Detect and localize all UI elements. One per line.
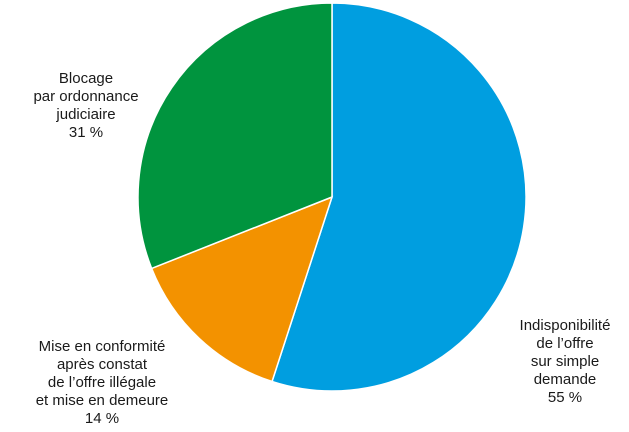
slice-label-line: 55 %: [548, 389, 582, 406]
slice-label-line: sur simple: [531, 353, 599, 370]
slice-label-line: Indisponibilité: [520, 317, 611, 334]
slice-label-line: par ordonnance: [33, 88, 138, 105]
slice-label-3: Blocage par ordonnance judiciaire 31 %: [33, 70, 138, 141]
pie-slice-2: [150, 195, 334, 383]
slice-label-line: et mise en demeure: [36, 392, 169, 409]
pie-labels: Indisponibilité de l’offre sur simple deman…: [33, 70, 610, 427]
slice-label-line: 31 %: [69, 124, 103, 141]
slice-label-line: de l’offre illégale: [48, 374, 156, 391]
slice-label-1: Indisponibilité de l’offre sur simple deman…: [520, 317, 611, 406]
slice-label-line: demande: [534, 371, 597, 388]
slice-label-line: de l’offre: [536, 335, 593, 352]
pie-slices: [137, 2, 527, 392]
slice-label-line: Blocage: [59, 70, 113, 87]
slice-label-line: 14 %: [85, 410, 119, 427]
slice-label-line: Mise en conformité: [39, 338, 166, 355]
pie-slice-1: [271, 2, 527, 392]
slice-label-line: après constat: [57, 356, 148, 373]
pie-slice-3: [137, 2, 333, 270]
slice-label-2: Mise en conformité après constat de l’offr…: [36, 338, 169, 427]
slice-label-line: judiciaire: [55, 106, 115, 123]
